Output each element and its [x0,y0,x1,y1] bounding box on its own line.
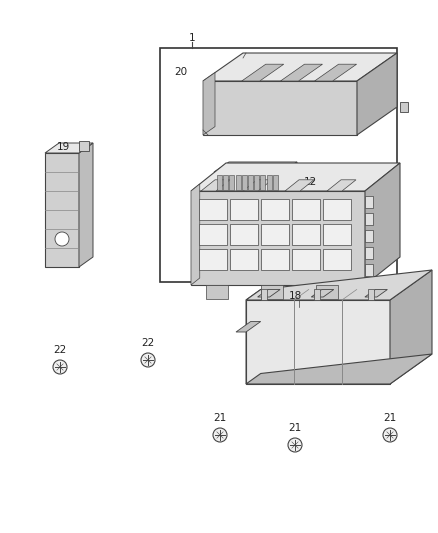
Polygon shape [45,143,93,153]
Polygon shape [246,300,390,384]
Circle shape [55,232,69,246]
Polygon shape [246,289,261,384]
Polygon shape [261,285,283,299]
Polygon shape [323,249,351,270]
Bar [160,48,397,282]
Polygon shape [79,143,93,267]
Polygon shape [323,224,351,245]
Polygon shape [248,175,253,190]
Circle shape [53,360,67,374]
Polygon shape [246,270,432,300]
Polygon shape [258,289,280,297]
Polygon shape [365,213,373,225]
Polygon shape [242,64,284,81]
Polygon shape [214,162,297,172]
Text: 22: 22 [141,338,155,348]
Polygon shape [390,270,432,384]
Polygon shape [79,141,89,151]
Polygon shape [365,230,373,242]
Polygon shape [261,224,289,245]
Circle shape [288,438,302,452]
Polygon shape [261,289,267,300]
Text: 12: 12 [304,177,317,187]
Polygon shape [311,289,334,297]
Polygon shape [243,180,272,191]
Polygon shape [365,196,373,208]
Polygon shape [217,175,222,190]
Text: 20: 20 [174,67,187,77]
Polygon shape [191,191,365,285]
Polygon shape [273,175,278,190]
Polygon shape [292,199,320,220]
Polygon shape [368,289,374,300]
Polygon shape [365,264,373,276]
Polygon shape [206,285,228,299]
Text: 18: 18 [288,291,302,301]
Text: 21: 21 [288,423,302,433]
Polygon shape [357,53,397,135]
Polygon shape [282,162,297,192]
Polygon shape [400,102,408,112]
Polygon shape [267,175,272,190]
Polygon shape [223,175,228,190]
Polygon shape [285,180,314,191]
Circle shape [141,353,155,367]
Polygon shape [203,72,215,135]
Polygon shape [327,180,356,191]
Polygon shape [246,354,432,384]
Text: 22: 22 [53,345,67,355]
Polygon shape [203,81,357,135]
Text: 21: 21 [213,413,226,423]
Polygon shape [230,199,258,220]
Polygon shape [45,153,79,267]
Polygon shape [323,199,351,220]
Polygon shape [365,163,400,285]
Polygon shape [316,285,338,299]
Polygon shape [314,64,357,81]
Polygon shape [314,289,320,300]
Text: 19: 19 [57,142,70,152]
Circle shape [383,428,397,442]
Circle shape [213,428,227,442]
Polygon shape [292,249,320,270]
Text: 21: 21 [383,413,397,423]
Polygon shape [191,184,200,285]
Polygon shape [214,172,282,192]
Polygon shape [292,224,320,245]
Polygon shape [199,249,227,270]
Polygon shape [203,53,397,81]
Polygon shape [236,321,261,332]
Polygon shape [280,64,322,81]
Polygon shape [230,224,258,245]
Polygon shape [365,247,373,259]
Text: 1: 1 [189,33,195,43]
Polygon shape [230,175,234,190]
Polygon shape [261,199,289,220]
Polygon shape [199,224,227,245]
Polygon shape [199,199,227,220]
Polygon shape [191,163,400,191]
Polygon shape [201,180,230,191]
Polygon shape [236,175,240,190]
Polygon shape [365,289,387,297]
Polygon shape [261,175,265,190]
Polygon shape [242,175,247,190]
Polygon shape [261,249,289,270]
Polygon shape [254,175,259,190]
Polygon shape [230,249,258,270]
